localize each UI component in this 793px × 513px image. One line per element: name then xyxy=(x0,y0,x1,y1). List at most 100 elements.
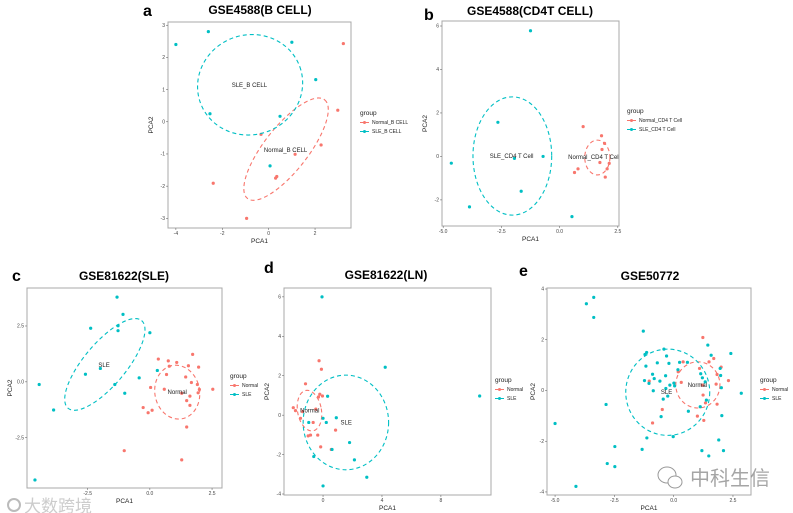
x-tick-label: 0 xyxy=(322,498,325,504)
data-point-sle xyxy=(206,30,210,34)
y-tick-label: 4 xyxy=(278,334,281,340)
data-point-sle xyxy=(592,295,596,299)
x-tick-label: -5.0 xyxy=(551,498,560,504)
data-point-sle xyxy=(652,376,656,381)
data-point-normal xyxy=(701,393,705,397)
watermark-logo-icon xyxy=(7,498,21,512)
y-tick-label: 2 xyxy=(541,337,544,343)
data-point-sle xyxy=(208,112,212,116)
group-label: Normal xyxy=(300,409,319,415)
data-point-sle xyxy=(719,386,723,390)
data-point-sle xyxy=(519,189,523,193)
data-point-sle xyxy=(98,366,102,371)
legend-entry: Normal xyxy=(242,383,258,389)
y-tick-label: 4 xyxy=(541,287,544,293)
data-point-sle xyxy=(326,394,330,398)
data-point-sle xyxy=(641,329,645,333)
data-point-sle xyxy=(121,312,125,316)
data-point-sle xyxy=(334,416,338,420)
data-point-normal xyxy=(572,170,577,175)
confidence-ellipse-normal xyxy=(584,139,611,176)
x-axis-label: PCA1 xyxy=(379,505,396,512)
y-tick-label: -2 xyxy=(161,184,166,190)
y-axis-label: PCA2 xyxy=(264,383,271,400)
data-point-sle xyxy=(645,436,649,440)
data-point-normal xyxy=(576,167,580,171)
y-tick-label: 2 xyxy=(436,111,439,117)
group-label: SLE_CD4 T Cell xyxy=(490,154,534,160)
data-point-sle xyxy=(512,156,517,160)
data-point-sle xyxy=(739,391,743,395)
legend-entry: SLE xyxy=(772,396,782,402)
data-point-normal xyxy=(336,108,340,112)
confidence-ellipse-sle xyxy=(302,374,390,471)
y-tick-label: -3 xyxy=(161,216,166,222)
x-axis-label: PCA1 xyxy=(522,236,539,243)
legend-key-dot xyxy=(233,384,236,387)
x-axis-label: PCA1 xyxy=(251,238,268,245)
data-point-normal xyxy=(186,364,191,368)
y-tick-label: -1 xyxy=(161,152,166,158)
data-point-sle xyxy=(643,352,647,357)
plot-frame xyxy=(167,21,352,229)
x-tick-label: 2.5 xyxy=(614,229,621,235)
data-point-sle xyxy=(644,364,648,368)
data-point-normal xyxy=(180,458,184,462)
data-point-sle xyxy=(83,372,88,376)
y-tick-label: 2.5 xyxy=(17,324,24,330)
y-tick-label: 6 xyxy=(278,295,281,301)
data-point-sle xyxy=(496,120,500,124)
data-point-normal xyxy=(293,409,298,413)
legend-entry: Normal_CD4 T Cell xyxy=(639,118,682,124)
x-axis-label: PCA1 xyxy=(641,505,658,512)
data-point-sle xyxy=(678,360,682,364)
data-point-normal xyxy=(695,414,699,418)
plot-frame xyxy=(26,287,223,489)
data-point-normal xyxy=(122,449,126,453)
legend-key-dot xyxy=(763,388,766,391)
data-point-sle xyxy=(729,351,733,356)
panel-letter: c xyxy=(12,268,21,285)
group-label: Normal xyxy=(688,383,707,389)
data-point-normal xyxy=(191,352,195,356)
x-tick-label: 0.0 xyxy=(146,491,153,497)
group-label: SLE_B CELL xyxy=(232,83,268,89)
group-label: SLE xyxy=(341,421,352,427)
data-point-sle xyxy=(307,420,311,425)
confidence-ellipse-sle xyxy=(472,96,553,216)
y-tick-label: 0 xyxy=(162,119,165,125)
data-point-sle xyxy=(718,366,722,371)
legend-entry: SLE_CD4 T Cell xyxy=(639,127,676,133)
data-point-normal xyxy=(702,418,706,423)
panel-letter: d xyxy=(264,260,274,277)
chart-title: GSE81622(LN) xyxy=(345,268,428,282)
panel-c: c GSE81622(SLE) -2.5 0.0 2.5 -2.5 0.0 2.5 PCA1 PC… xyxy=(7,268,258,505)
data-point-sle xyxy=(116,324,120,328)
data-point-normal xyxy=(156,357,160,361)
y-tick-label: 0 xyxy=(436,154,439,160)
confidence-ellipse-sle xyxy=(64,318,146,411)
data-point-sle xyxy=(449,161,453,165)
data-point-normal xyxy=(318,392,322,396)
confidence-ellipse-sle xyxy=(197,33,304,136)
panel-d: d GSE81622(LN) 0 4 8 -4 -2 0 2 4 6 PCA1 PCA2 Normal SL… xyxy=(264,260,523,512)
legend-key-dot xyxy=(498,388,501,391)
wechat-icon-bubble xyxy=(667,475,683,489)
data-point-normal xyxy=(679,380,683,384)
y-tick-label: -2 xyxy=(435,198,440,204)
y-tick-label: 0 xyxy=(278,413,281,419)
data-point-normal xyxy=(319,445,323,449)
data-point-normal xyxy=(149,385,153,390)
y-tick-label: 1 xyxy=(162,87,165,93)
group-label: SLE xyxy=(98,363,109,369)
data-point-sle xyxy=(659,415,663,419)
x-tick-label: 2.5 xyxy=(729,498,736,504)
data-point-normal xyxy=(715,402,719,406)
data-point-sle xyxy=(613,444,617,449)
panel-e: e GSE50772 -5.0 -2.5 0.0 2.5 -4 -2 0 2 4 PCA1 PCA2 No… xyxy=(519,263,788,512)
data-point-sle xyxy=(673,384,677,388)
data-point-sle xyxy=(703,380,707,384)
data-point-normal xyxy=(700,383,704,387)
legend-title: group xyxy=(230,373,247,380)
data-point-sle xyxy=(650,372,655,376)
